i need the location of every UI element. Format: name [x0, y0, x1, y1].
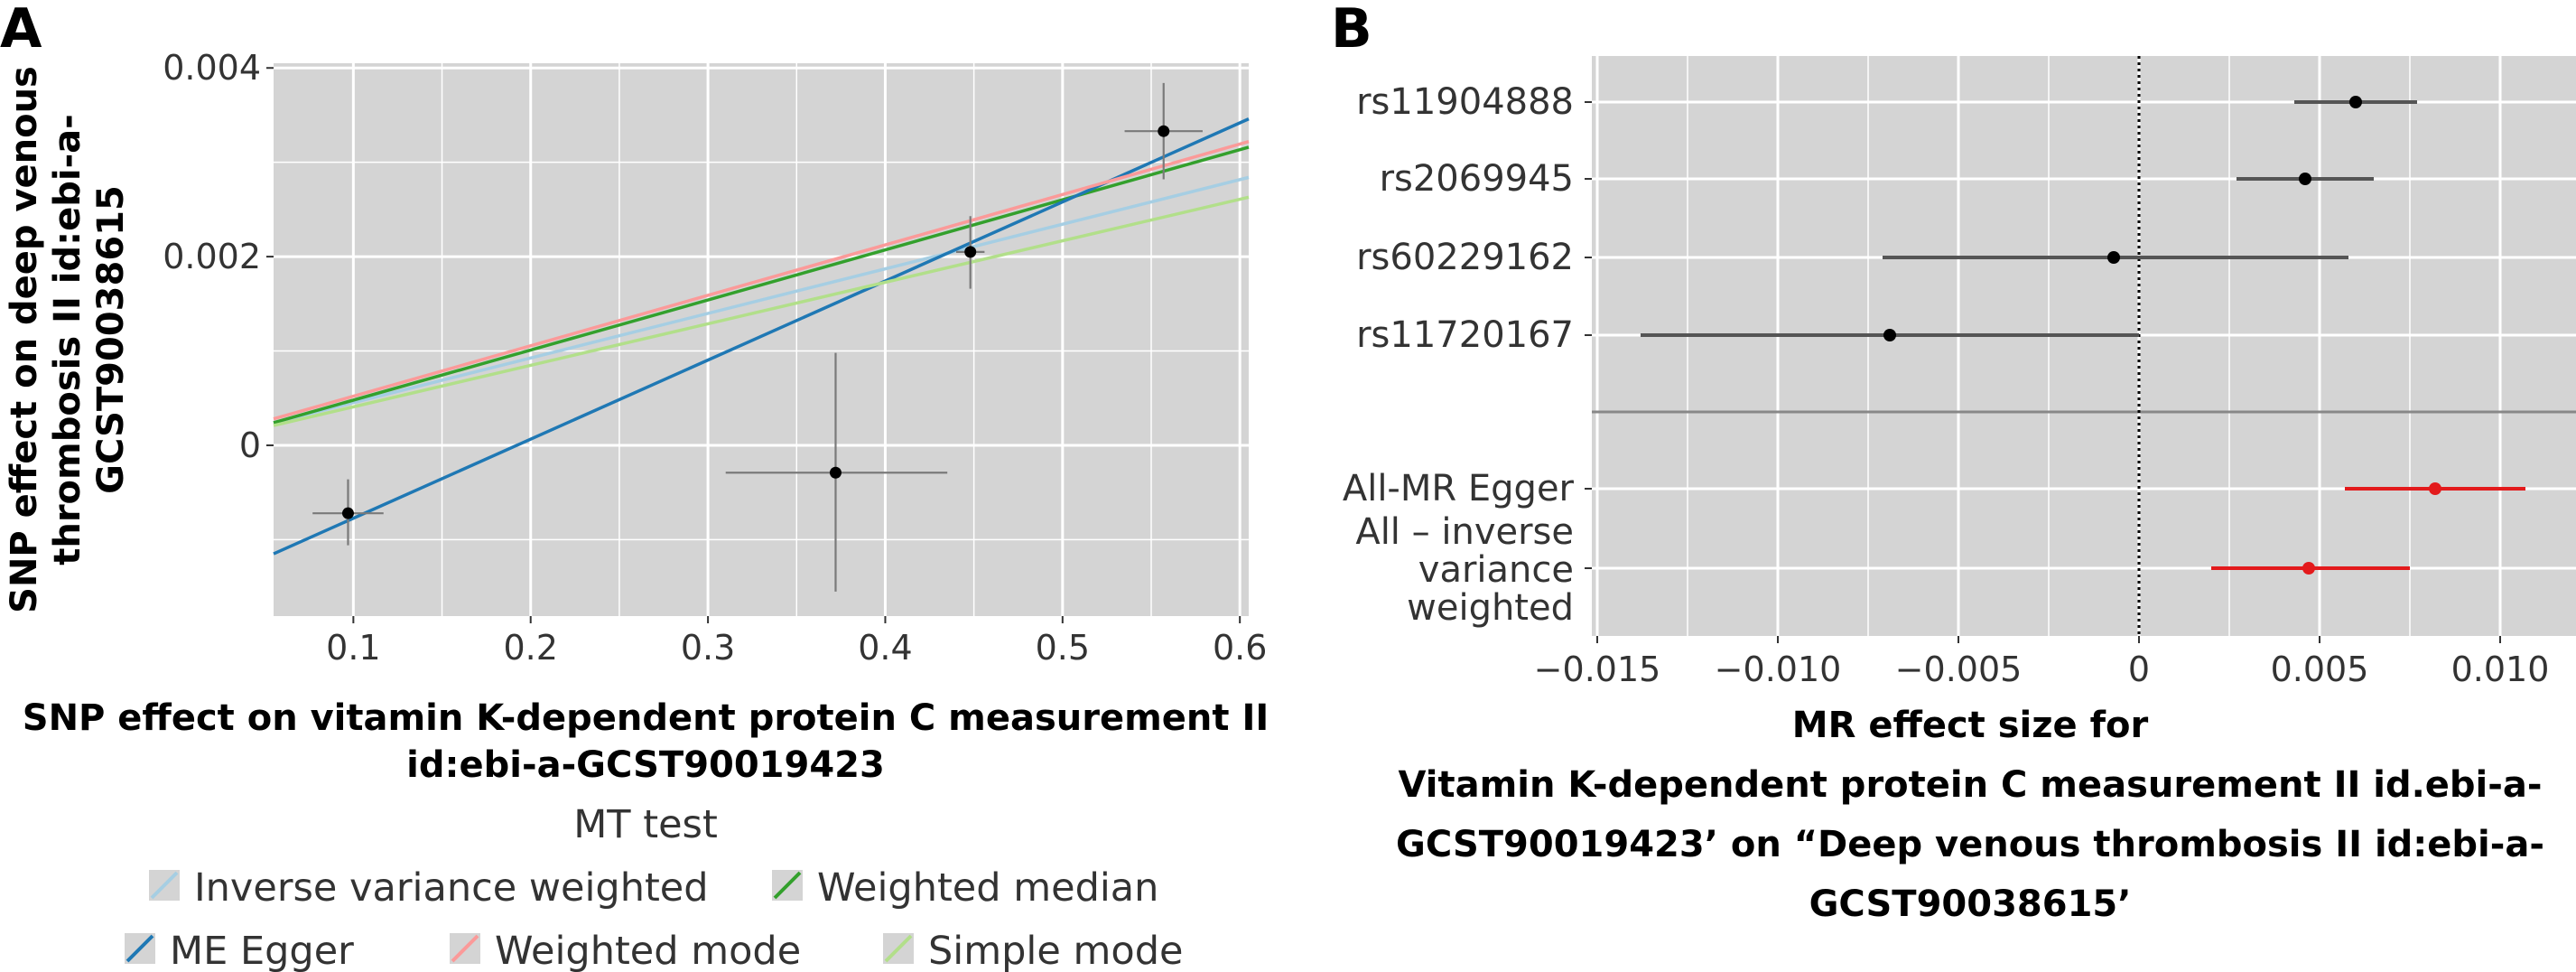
panel-a-legend-key-line — [773, 871, 802, 900]
panel-b-estimate-point — [2302, 562, 2315, 575]
panel-a-x-tick-label: 0.1 — [326, 628, 380, 668]
panel-b-row: All – inverse variance weighted — [1355, 511, 2410, 629]
panel-a-scatter-plot: 0.1 0.2 0.3 0.4 0.5 0.6 0 0.002 0.004 — [163, 48, 1267, 668]
panel-a-legend-item: Simple mode — [883, 929, 1183, 972]
panel-a-letter: A — [0, 0, 42, 61]
panel-a-x-tick-label: 0.5 — [1036, 628, 1090, 668]
panel-a-x-axis-title-line: SNP effect on vitamin K-dependent protei… — [23, 697, 1269, 739]
panel-a-legend-key-line — [451, 934, 479, 963]
panel-a-tick-labels: 0.1 0.2 0.3 0.4 0.5 0.6 0 0.002 0.004 — [163, 48, 1267, 668]
panel-b-forest-plot: rs11904888 rs2069945 rs60229162 rs11720167 A… — [1343, 56, 2576, 689]
panel-b-x-tick-label: 0.010 — [2451, 650, 2550, 689]
panel-a-data-points — [312, 82, 1203, 592]
panel-a-point — [829, 466, 842, 479]
panel-b-x-tick-label: 0 — [2128, 650, 2150, 689]
panel-b-row-label: All – inverse variance weighted — [1355, 511, 1574, 629]
panel-b-estimate-point — [2429, 482, 2441, 495]
panel-b-estimate-point — [2107, 251, 2120, 264]
panel-a-y-tick-label: 0.002 — [163, 237, 261, 276]
panel-b-letter: B — [1331, 0, 1372, 61]
panel-b-row-label: All-MR Egger — [1343, 468, 1575, 509]
panel-a-legend-label: Inverse variance weighted — [194, 865, 709, 911]
panel-a-legend-key-line — [150, 871, 179, 900]
panel-b-row: rs2069945 — [1380, 158, 2374, 200]
panel-a-legend: MT test Inverse variance weighted Weighted… — [125, 802, 1183, 972]
panel-a-legend-label: ME Egger — [170, 929, 354, 972]
panel-b-row: rs60229162 — [1356, 237, 2348, 278]
panel-b-row-label-line: rs60229162 — [1356, 237, 1574, 278]
panel-a-y-axis-title-line: thrombosis II id:ebi-a- — [47, 114, 88, 565]
panel-b-tick-labels: −0.015 −0.010 −0.005 0 0.005 0.010 — [1534, 636, 2550, 689]
panel-a-legend-item: Weighted median — [772, 865, 1158, 911]
panel-b-x-tick-label: 0.005 — [2271, 650, 2369, 689]
panel-a-legend-item: Weighted mode — [450, 929, 801, 972]
panel-b-estimates: rs11904888 rs2069945 rs60229162 rs11720167 A… — [1343, 81, 2525, 629]
panel-b-row: rs11720167 — [1356, 314, 2139, 356]
panel-b-row-label-line: rs11720167 — [1356, 314, 1574, 356]
panel-a-plot-background — [274, 63, 1249, 616]
panel-a-y-tick-label: 0.004 — [163, 48, 261, 88]
panel-a-legend-label: Weighted median — [817, 865, 1158, 911]
panel-b-row-label-line: weighted — [1407, 587, 1574, 629]
panel-a-line-simple-mode — [273, 195, 1250, 427]
panel-a-point — [1158, 125, 1170, 137]
panel-a-point — [341, 507, 354, 519]
panel-a-x-tick-label: 0.4 — [858, 628, 912, 668]
panel-a-point — [964, 246, 977, 258]
panel-a-gridlines — [274, 63, 1249, 616]
panel-a-legend-item: ME Egger — [125, 929, 354, 972]
panel-b-row-label: rs2069945 — [1380, 158, 1574, 200]
panel-b-row-label-line: All-MR Egger — [1343, 468, 1575, 509]
panel-b-x-axis-title-line: Vitamin K-dependent protein C measuremen… — [1399, 764, 2543, 806]
panel-a-legend-label: Weighted mode — [495, 929, 801, 972]
panel-a-legend-key-line — [884, 934, 913, 963]
panel-a-y-axis-title-text: SNP effect on deep venousthrombosis II i… — [4, 66, 132, 613]
panel-a-y-axis-title: SNP effect on deep venousthrombosis II i… — [4, 66, 132, 613]
panel-b-x-tick-label: −0.010 — [1715, 650, 1842, 689]
panel-b-estimate-point — [2349, 96, 2362, 108]
panel-a-regression-lines — [273, 117, 1250, 556]
panel-b-x-axis-title-line: MR effect size for — [1792, 705, 2149, 746]
panel-a-x-axis-title-line: id:ebi-a-GCST90019423 — [406, 744, 885, 786]
panel-a-legend-label: Simple mode — [928, 929, 1183, 972]
panel-b-estimate-point — [1883, 329, 1896, 341]
panel-b-row: rs11904888 — [1356, 81, 2417, 123]
panel-a-x-tick-label: 0.6 — [1213, 628, 1267, 668]
panel-a-legend-item: Inverse variance weighted — [149, 865, 709, 911]
panel-b-row-label: rs11904888 — [1356, 81, 1574, 123]
panel-b-row-label: rs11720167 — [1356, 314, 1574, 356]
panel-a-y-axis-title-line: GCST90038615 — [90, 185, 132, 494]
panel-b-plot-background — [1592, 56, 2576, 636]
panel-a-x-axis-title: SNP effect on vitamin K-dependent protei… — [23, 697, 1269, 786]
panel-a-legend-title: MT test — [573, 802, 718, 847]
panel-b-row-label-line: All – inverse — [1355, 511, 1574, 553]
panel-b-x-tick-label: −0.005 — [1895, 650, 2023, 689]
panel-b-row-label-line: rs2069945 — [1380, 158, 1574, 200]
panel-a-legend-key-line — [126, 934, 154, 963]
panel-a-y-tick-label: 0 — [239, 425, 261, 465]
panel-b-row: All-MR Egger — [1343, 468, 2525, 509]
panel-b-estimate-point — [2299, 173, 2311, 185]
panel-b-row-label-line: rs11904888 — [1356, 81, 1574, 123]
panel-a-line-inverse-variance-weighted — [273, 175, 1250, 425]
panel-a-line-weighted-mode — [273, 139, 1250, 421]
panel-a-line-me-egger — [273, 117, 1250, 556]
panel-a-x-tick-label: 0.3 — [681, 628, 735, 668]
panel-b-x-tick-label: −0.015 — [1534, 650, 1661, 689]
panel-b-row-label-line: variance — [1418, 549, 1574, 591]
panel-a-y-axis-title-line: SNP effect on deep venous — [4, 66, 45, 613]
panel-a-x-tick-label: 0.2 — [504, 628, 558, 668]
panel-b-row-label: rs60229162 — [1356, 237, 1574, 278]
panel-b-x-axis-title: MR effect size for Vitamin K-dependent pr… — [1396, 705, 2544, 925]
panel-b-x-axis-title-line: GCST90038615’ — [1809, 883, 2132, 925]
panel-b-x-axis-title-line: GCST90019423’ on “Deep venous thrombosis… — [1396, 824, 2544, 865]
